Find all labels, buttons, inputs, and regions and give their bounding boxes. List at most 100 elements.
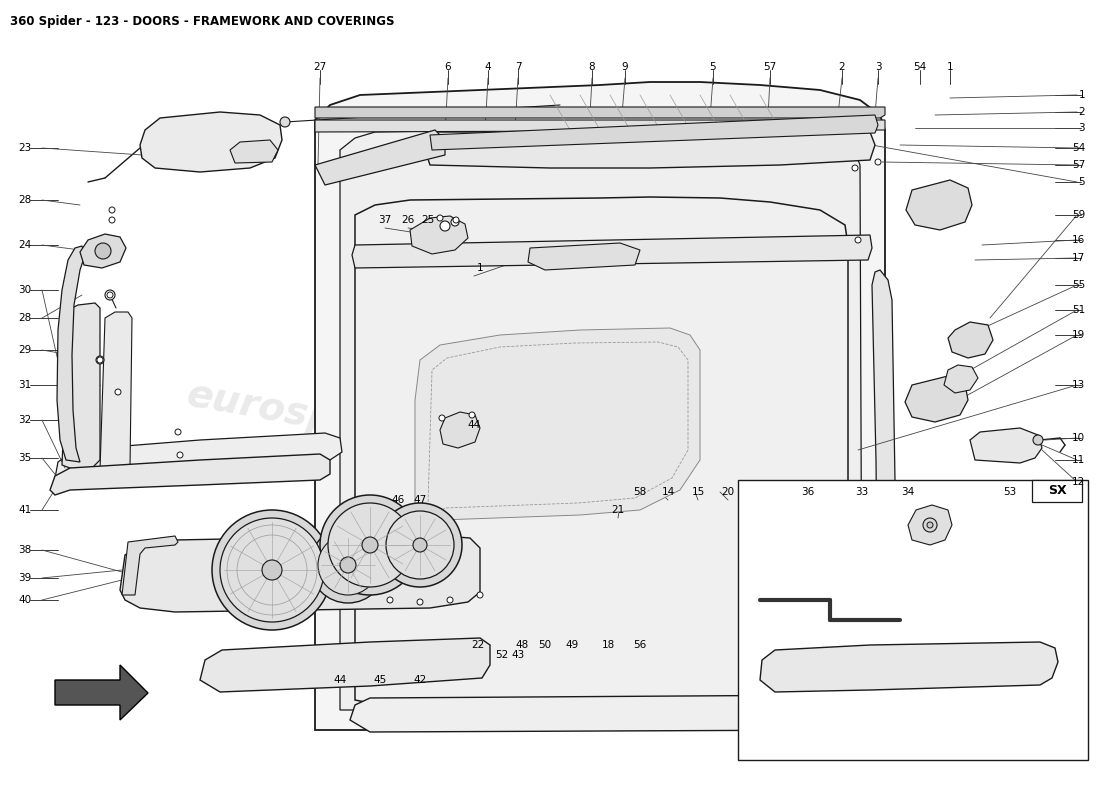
Text: 35: 35 xyxy=(18,453,31,463)
Text: 36: 36 xyxy=(802,487,815,497)
Text: 10: 10 xyxy=(1071,433,1085,443)
Text: 5: 5 xyxy=(1078,177,1085,187)
Text: 58: 58 xyxy=(634,487,647,497)
Text: 48: 48 xyxy=(516,640,529,650)
Text: 28: 28 xyxy=(18,195,31,205)
Text: 39: 39 xyxy=(18,573,31,583)
Polygon shape xyxy=(528,243,640,270)
Polygon shape xyxy=(57,246,85,462)
Circle shape xyxy=(328,503,412,587)
Text: eurospares: eurospares xyxy=(514,216,762,296)
Polygon shape xyxy=(200,638,490,692)
Circle shape xyxy=(855,237,861,243)
Text: 31: 31 xyxy=(18,380,31,390)
Text: 3: 3 xyxy=(1078,123,1085,133)
Text: 22: 22 xyxy=(472,640,485,650)
Text: 57: 57 xyxy=(1071,160,1085,170)
Circle shape xyxy=(97,357,103,363)
Circle shape xyxy=(212,510,332,630)
Text: 52: 52 xyxy=(495,650,508,660)
Text: 38: 38 xyxy=(18,545,31,555)
Circle shape xyxy=(437,215,443,221)
Polygon shape xyxy=(760,642,1058,692)
Text: 59: 59 xyxy=(1071,210,1085,220)
Polygon shape xyxy=(230,140,278,163)
Text: 23: 23 xyxy=(18,143,31,153)
Circle shape xyxy=(477,592,483,598)
Text: 24: 24 xyxy=(18,240,31,250)
Polygon shape xyxy=(55,433,342,478)
Circle shape xyxy=(175,429,182,435)
Circle shape xyxy=(378,503,462,587)
Text: 2: 2 xyxy=(838,62,845,72)
Bar xyxy=(738,480,1088,760)
Polygon shape xyxy=(350,695,862,732)
Text: 16: 16 xyxy=(1071,235,1085,245)
Text: 43: 43 xyxy=(512,650,525,660)
Polygon shape xyxy=(315,120,886,132)
Polygon shape xyxy=(340,127,862,710)
Polygon shape xyxy=(906,180,972,230)
Polygon shape xyxy=(948,322,993,358)
Circle shape xyxy=(318,535,378,595)
Polygon shape xyxy=(355,197,848,708)
Circle shape xyxy=(1033,435,1043,445)
Text: 13: 13 xyxy=(1071,380,1085,390)
Text: 47: 47 xyxy=(414,495,427,505)
Circle shape xyxy=(386,511,454,579)
Bar xyxy=(1032,480,1082,502)
Text: 29: 29 xyxy=(18,345,31,355)
Polygon shape xyxy=(62,303,100,470)
Text: 50: 50 xyxy=(538,640,551,650)
Text: 57: 57 xyxy=(763,62,777,72)
Text: 37: 37 xyxy=(378,215,392,225)
Polygon shape xyxy=(140,112,282,172)
Text: eurospares: eurospares xyxy=(184,376,432,456)
Text: 20: 20 xyxy=(722,487,735,497)
Text: 34: 34 xyxy=(901,487,914,497)
Circle shape xyxy=(417,599,424,605)
Text: 360 Spider - 123 - DOORS - FRAMEWORK AND COVERINGS: 360 Spider - 123 - DOORS - FRAMEWORK AND… xyxy=(10,15,395,28)
Circle shape xyxy=(262,560,282,580)
Circle shape xyxy=(177,452,183,458)
Polygon shape xyxy=(315,82,886,730)
Circle shape xyxy=(469,412,475,418)
Circle shape xyxy=(387,597,393,603)
Polygon shape xyxy=(80,234,126,268)
Polygon shape xyxy=(908,505,952,545)
Polygon shape xyxy=(50,454,330,495)
Text: 54: 54 xyxy=(1071,143,1085,153)
Text: 21: 21 xyxy=(612,505,625,515)
Text: 49: 49 xyxy=(565,640,579,650)
Text: 19: 19 xyxy=(1071,330,1085,340)
Text: 17: 17 xyxy=(1071,253,1085,263)
Circle shape xyxy=(104,290,116,300)
Text: 28: 28 xyxy=(18,313,31,323)
Circle shape xyxy=(923,518,937,532)
Circle shape xyxy=(362,537,378,553)
Text: 44: 44 xyxy=(468,420,481,430)
Circle shape xyxy=(447,597,453,603)
Text: 18: 18 xyxy=(602,640,615,650)
Circle shape xyxy=(220,518,324,622)
Circle shape xyxy=(116,389,121,395)
Circle shape xyxy=(439,415,446,421)
Text: 8: 8 xyxy=(588,62,595,72)
Text: 45: 45 xyxy=(373,675,386,685)
Circle shape xyxy=(109,207,116,213)
Polygon shape xyxy=(872,270,895,680)
Text: 32: 32 xyxy=(18,415,31,425)
Text: 26: 26 xyxy=(402,215,415,225)
Circle shape xyxy=(852,165,858,171)
Polygon shape xyxy=(122,536,178,595)
Polygon shape xyxy=(55,665,148,720)
Text: 55: 55 xyxy=(1071,280,1085,290)
Circle shape xyxy=(412,538,427,552)
Text: 41: 41 xyxy=(18,505,31,515)
Text: 40: 40 xyxy=(18,595,31,605)
Text: 7: 7 xyxy=(515,62,521,72)
Polygon shape xyxy=(315,107,886,118)
Polygon shape xyxy=(425,132,874,168)
Circle shape xyxy=(874,159,881,165)
Text: 42: 42 xyxy=(414,675,427,685)
